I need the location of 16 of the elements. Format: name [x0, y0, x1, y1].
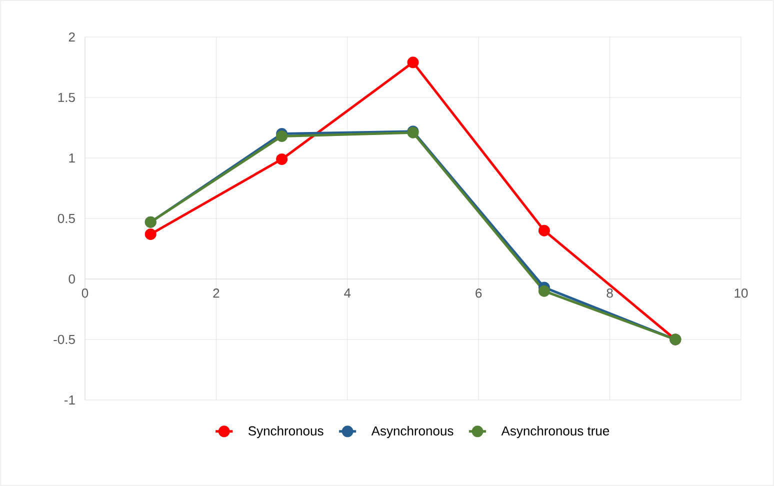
- x-tick-label: 8: [606, 288, 613, 298]
- y-tick-label: 2: [68, 32, 75, 42]
- y-tick-label: 1: [69, 154, 75, 162]
- y-tick-label: -1: [64, 396, 75, 404]
- x-tick-label: 2: [213, 288, 220, 298]
- x-tick-label: 4: [344, 288, 351, 298]
- y-tick-label: 0: [68, 274, 75, 284]
- legend-label: Synchronous: [248, 426, 324, 438]
- x-tick-label: 6: [476, 288, 482, 298]
- legend-label: Asynchronous true: [501, 426, 610, 438]
- x-tick-label: 10: [734, 288, 748, 298]
- y-tick-label: -0.5: [54, 334, 75, 344]
- y-tick-label: 1.5: [58, 92, 75, 102]
- x-tick-label: 0: [82, 288, 88, 298]
- legend-label: Asynchronous: [371, 426, 454, 438]
- y-tick-label: 0.5: [58, 214, 75, 224]
